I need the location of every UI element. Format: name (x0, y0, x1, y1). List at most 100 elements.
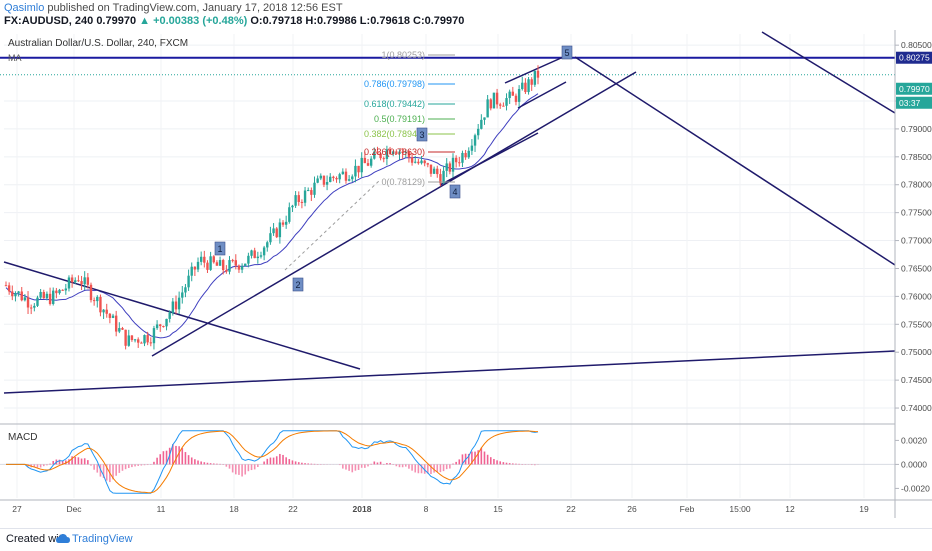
candle (533, 70, 537, 87)
projected-decline-line (574, 56, 896, 266)
candle-body (177, 297, 181, 310)
fib-trend-dashed (284, 179, 381, 271)
candle (222, 258, 225, 275)
candle-body (379, 153, 382, 159)
candle-body (445, 163, 448, 171)
wave-label-3: 3 (416, 127, 428, 142)
candle (310, 187, 313, 202)
candle-body (237, 265, 241, 270)
candle-body (448, 163, 452, 172)
candle (36, 295, 39, 308)
publish-line: Qasimlo published on TradingView.com, Ja… (4, 2, 343, 14)
last-price-tag-text: 0.79970 (899, 84, 930, 94)
candle-body (527, 79, 530, 93)
candle-body (42, 291, 45, 299)
wave-box (292, 277, 304, 292)
candle (360, 152, 363, 178)
candle (96, 295, 99, 308)
candle-body (86, 277, 90, 285)
candle (102, 309, 105, 319)
long-support-line (3, 350, 896, 394)
candle (382, 156, 385, 163)
candle (404, 149, 407, 158)
candle (86, 273, 90, 289)
candle-body (417, 161, 420, 164)
time-tick-label: 15 (493, 504, 503, 514)
candle (303, 186, 307, 207)
candle (193, 266, 197, 277)
candle-body (174, 301, 178, 310)
candle-body (206, 262, 209, 270)
candle-body (442, 170, 445, 184)
candle-body (521, 82, 524, 90)
candle-body (64, 288, 68, 291)
candle-body (61, 289, 64, 291)
candle-body (70, 277, 74, 283)
candle-body (155, 324, 159, 329)
tradingview-brand-link[interactable]: TradingView (72, 533, 133, 545)
countdown-tag-bg (896, 96, 932, 109)
candle-body (341, 171, 345, 175)
time-tick-label: 19 (859, 504, 869, 514)
tradingview-cloud-icon (56, 534, 70, 543)
candle (124, 329, 127, 350)
candles (4, 65, 540, 350)
candle (432, 166, 436, 174)
author-link[interactable]: Qasimlo (4, 2, 45, 14)
inner-channel-line (439, 132, 539, 186)
candle-body (26, 297, 30, 308)
candle-body (319, 175, 322, 179)
candle-body (92, 300, 96, 302)
candle (149, 337, 153, 347)
candle (281, 220, 285, 227)
macd-tick-label: 0.0000 (901, 459, 927, 469)
candle (199, 251, 203, 266)
candle-body (530, 79, 533, 85)
candle (70, 274, 74, 288)
candle (80, 275, 83, 291)
candle (325, 175, 329, 191)
main-uptrend-line (151, 71, 637, 357)
candle (140, 341, 143, 344)
candle-body (344, 171, 348, 181)
candle (297, 191, 300, 206)
candle-body (193, 266, 197, 270)
candle-body (360, 157, 363, 173)
candle-body (105, 309, 108, 314)
fib-level: 1(0.80253) (381, 50, 455, 60)
candle (514, 93, 518, 106)
candle (351, 174, 354, 183)
candle (83, 271, 86, 291)
candle-body (373, 151, 376, 159)
wave-labels: 1 2 3 4 5 (214, 45, 573, 292)
fibonacci-retracement: 1(0.80253) 0.786(0.79798) 0.618(0.79442) 0.… (364, 50, 455, 187)
candle-body (111, 315, 115, 318)
candle-body (184, 287, 187, 293)
macd-tick-label: 0.0020 (901, 435, 927, 445)
fib-level: 0.382(0.78940) (364, 129, 455, 139)
candle-body (404, 151, 407, 154)
candle-body (420, 160, 423, 164)
candle (127, 329, 130, 347)
candle-body (401, 151, 404, 154)
candle (39, 288, 42, 300)
last-price: 0.79970 (96, 15, 137, 27)
candle (288, 202, 291, 224)
candle-body (300, 201, 304, 203)
downtrend-line (3, 261, 361, 370)
wave-box (449, 184, 461, 199)
candle (379, 152, 382, 161)
candle (429, 164, 433, 177)
candle (52, 287, 55, 306)
candle-body (332, 176, 335, 179)
price-chart[interactable]: 1(0.80253) 0.786(0.79798) 0.618(0.79442) 0.… (0, 30, 932, 528)
candle (319, 173, 322, 181)
candle (473, 133, 477, 152)
candle (7, 282, 11, 295)
candle (454, 155, 458, 168)
candle (388, 146, 392, 155)
candle (77, 275, 80, 282)
candle-body (256, 256, 260, 259)
candle-body (395, 151, 398, 155)
time-tick-label: 18 (229, 504, 239, 514)
